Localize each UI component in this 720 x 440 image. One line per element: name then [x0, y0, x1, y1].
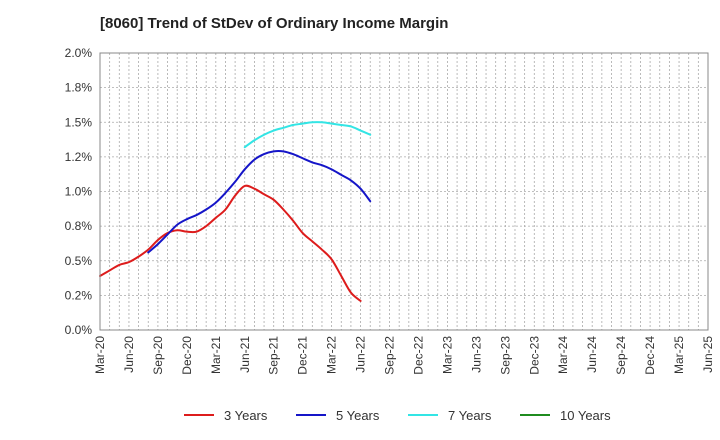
x-tick-label: Mar-20 [93, 336, 107, 374]
legend-item: 10 Years [520, 408, 611, 423]
x-tick-label: Sep-21 [267, 336, 281, 375]
x-tick-label: Sep-22 [383, 336, 397, 375]
legend: 3 Years 5 Years 7 Years 10 Years [184, 408, 611, 423]
x-tick-label: Dec-22 [411, 336, 425, 375]
x-tick-label: Jun-23 [469, 336, 483, 373]
x-tick-label: Sep-20 [151, 336, 165, 375]
series-line-5-years [147, 149, 372, 254]
legend-item: 3 Years [184, 408, 268, 423]
x-tick-label: Mar-25 [672, 336, 686, 374]
y-tick-label: 0.0% [65, 323, 93, 337]
x-tick-label: Jun-22 [354, 336, 368, 373]
series-lines [99, 121, 372, 302]
legend-label: 3 Years [224, 408, 268, 423]
chart-title: [8060] Trend of StDev of Ordinary Income… [100, 15, 448, 32]
y-tick-label: 1.8% [65, 81, 93, 95]
y-tick-label: 1.2% [65, 150, 93, 164]
series-line-7-years [243, 121, 372, 149]
y-axis: 0.0% 0.2% 0.5% 0.8% 1.0% 1.2% 1.5% 1.8% 2.0% [65, 46, 93, 337]
x-tick-label: Jun-24 [585, 336, 599, 373]
x-tick-label: Mar-22 [325, 336, 339, 374]
y-tick-label: 2.0% [65, 46, 93, 60]
x-tick-label: Sep-23 [498, 336, 512, 375]
legend-item: 7 Years [408, 408, 492, 423]
series-line-3-years [99, 184, 362, 302]
x-tick-label: Sep-24 [614, 336, 628, 375]
x-tick-label: Dec-21 [296, 336, 310, 375]
x-tick-label: Jun-21 [238, 336, 252, 373]
legend-label: 10 Years [560, 408, 611, 423]
y-tick-label: 1.5% [65, 115, 93, 129]
legend-item: 5 Years [296, 408, 380, 423]
x-tick-label: Mar-23 [440, 336, 454, 374]
x-axis: Mar-20 Jun-20 Sep-20 Dec-20 Mar-21 Jun-21 Sep-… [93, 336, 715, 375]
grid-lines [100, 53, 708, 330]
legend-label: 7 Years [448, 408, 492, 423]
legend-label: 5 Years [336, 408, 380, 423]
y-tick-label: 1.0% [65, 185, 93, 199]
x-tick-label: Dec-23 [527, 336, 541, 375]
x-tick-label: Dec-20 [180, 336, 194, 375]
x-tick-label: Mar-24 [556, 336, 570, 374]
y-tick-label: 0.2% [65, 288, 93, 302]
x-tick-label: Jun-25 [701, 336, 715, 373]
x-tick-label: Jun-20 [122, 336, 136, 373]
x-tick-label: Dec-24 [643, 336, 657, 375]
x-tick-label: Mar-21 [209, 336, 223, 374]
y-tick-label: 0.5% [65, 254, 93, 268]
y-tick-label: 0.8% [65, 219, 93, 233]
plot-frame [99, 52, 709, 331]
